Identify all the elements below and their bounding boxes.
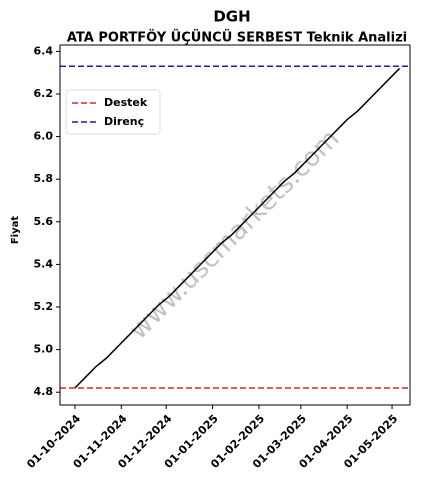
price-line bbox=[74, 67, 401, 389]
y-tick-label: 6.2 bbox=[34, 87, 54, 100]
watermark: www.uscmarkets.com bbox=[124, 124, 346, 346]
chart-subtitle: ATA PORTFÖY ÜÇÜNCÜ SERBEST Teknik Analiz… bbox=[67, 30, 407, 46]
y-tick-label: 5.2 bbox=[34, 300, 54, 313]
y-tick-label: 5.0 bbox=[34, 343, 54, 356]
legend-label: Destek bbox=[104, 96, 148, 109]
legend-box bbox=[65, 89, 161, 135]
chart-title: DGH bbox=[213, 8, 250, 26]
legend-label: Direnç bbox=[104, 115, 144, 128]
plot-frame bbox=[59, 44, 411, 406]
y-tick-label: 5.4 bbox=[34, 257, 54, 270]
y-tick-label: 4.8 bbox=[34, 385, 54, 398]
y-tick-label: 5.6 bbox=[34, 215, 54, 228]
y-tick-label: 5.8 bbox=[34, 172, 54, 185]
y-tick-label: 6.4 bbox=[34, 44, 54, 57]
y-tick-label: 6.0 bbox=[34, 130, 54, 143]
y-axis-label: Fiyat bbox=[10, 216, 21, 245]
